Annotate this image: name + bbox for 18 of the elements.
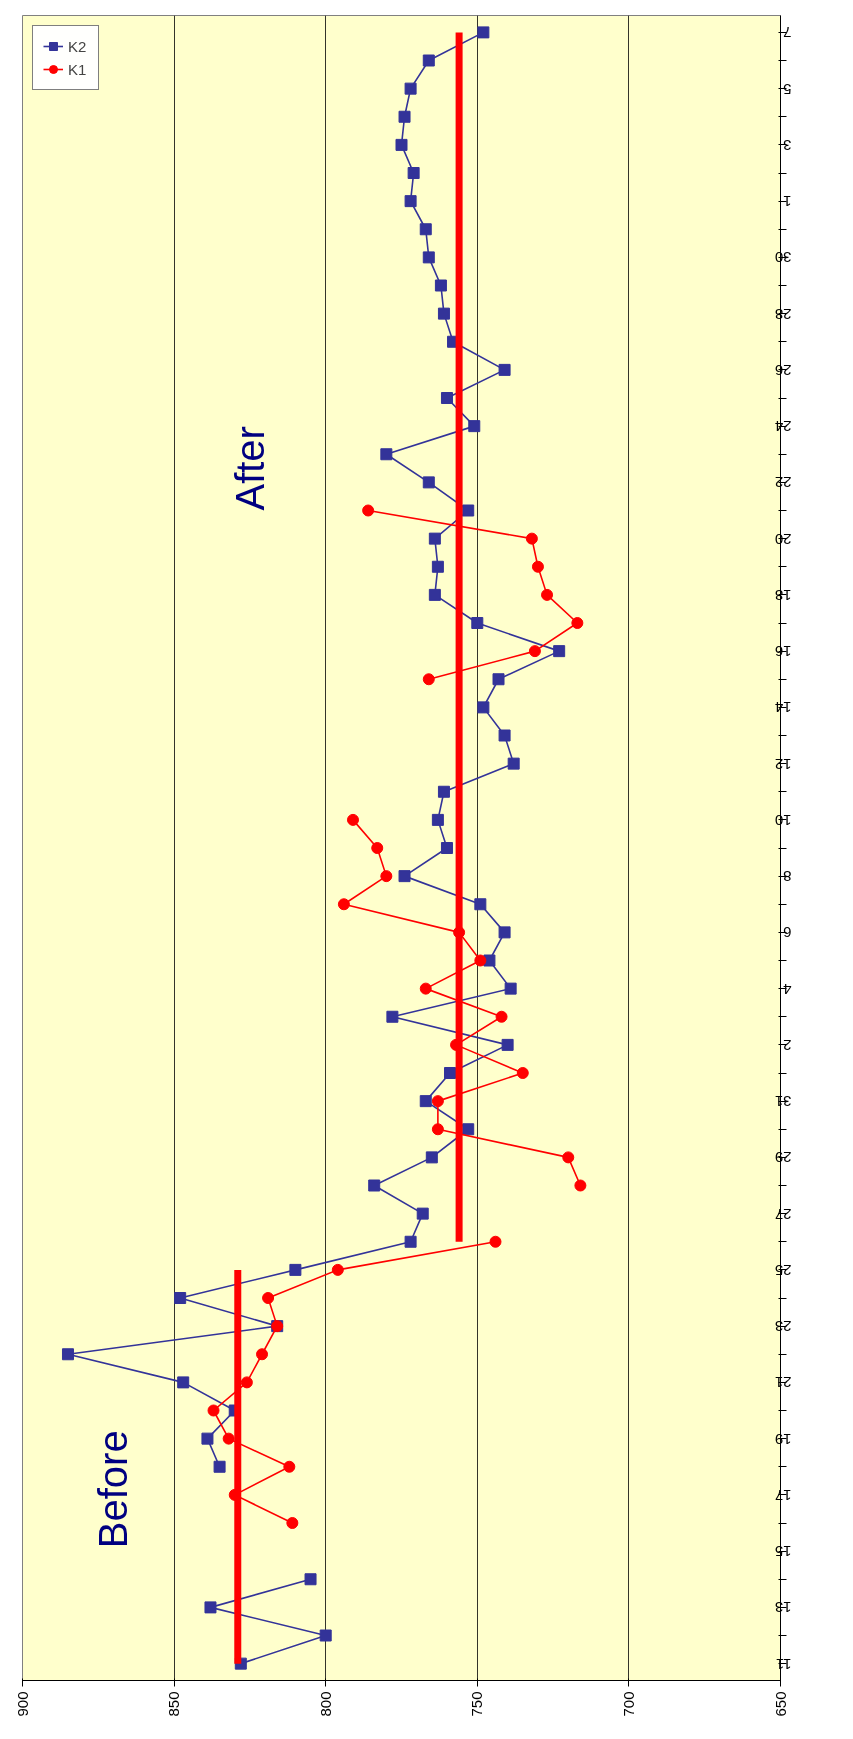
y-tick-label: 2 [783,1036,792,1054]
x-tick-label: 700 [619,1691,637,1717]
y-tick-label: 4 [783,980,792,998]
x-tick-label: 900 [13,1691,31,1717]
x-tick-label: 650 [771,1691,789,1717]
annotation: Before [91,1430,136,1549]
y-tick-label: 1 [783,193,792,211]
annotation: After [227,426,272,511]
y-tick-label: 17 [774,1486,792,1504]
y-tick-label: 27 [774,1205,792,1223]
y-tick-label: 8 [783,868,792,886]
x-tick-label: 800 [316,1691,334,1717]
y-tick-label: 5 [783,80,792,98]
legend-label: K2 [68,37,88,55]
legend-label: K1 [68,60,88,78]
x-tick-label: 850 [165,1691,183,1717]
x-tick-label: 750 [468,1691,486,1717]
y-tick-label: 7 [783,24,792,42]
